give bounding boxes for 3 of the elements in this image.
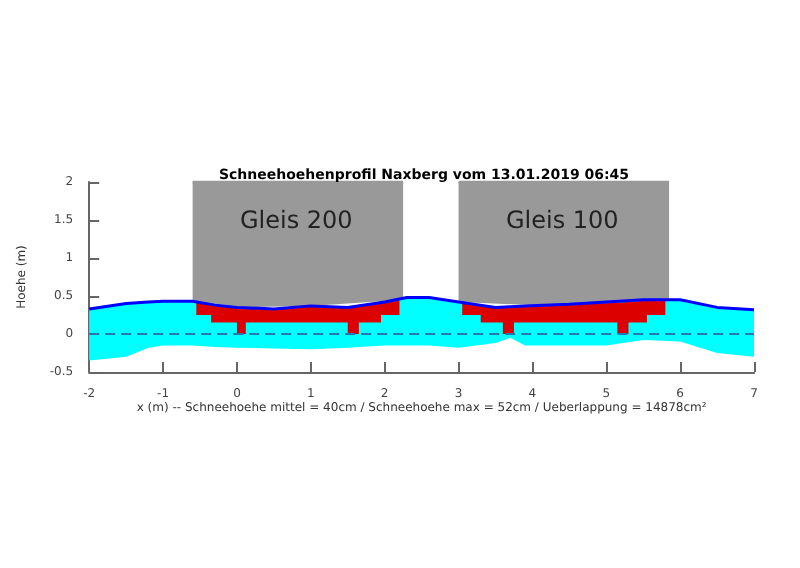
annotation: Gleis 100 [506,206,619,234]
annotation: Gleis 200 [240,206,353,234]
line-series [87,296,756,312]
